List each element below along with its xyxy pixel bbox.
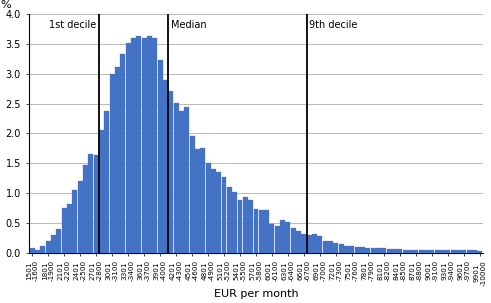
Bar <box>360 247 365 253</box>
Bar <box>253 209 258 253</box>
Bar <box>280 220 285 253</box>
Bar <box>333 243 338 253</box>
Bar <box>67 204 72 253</box>
Bar <box>435 250 439 253</box>
Bar <box>466 250 471 253</box>
Bar <box>35 250 40 253</box>
Bar <box>163 80 168 253</box>
Bar <box>403 250 408 253</box>
Bar <box>211 169 216 253</box>
Bar <box>30 248 35 253</box>
Bar <box>296 231 301 253</box>
Bar <box>174 102 179 253</box>
Bar <box>248 200 253 253</box>
Y-axis label: %: % <box>0 0 11 10</box>
Bar <box>126 43 131 253</box>
Bar <box>216 172 221 253</box>
Bar <box>99 130 104 253</box>
Bar <box>317 236 323 253</box>
Bar <box>200 148 205 253</box>
Bar <box>105 111 109 253</box>
Bar <box>307 235 312 253</box>
Bar <box>238 200 243 253</box>
Bar <box>371 248 376 253</box>
Bar <box>472 250 477 253</box>
Bar <box>72 189 77 253</box>
X-axis label: EUR per month: EUR per month <box>214 289 299 299</box>
Text: 9th decile: 9th decile <box>309 20 357 30</box>
Bar <box>355 247 360 253</box>
Bar <box>83 165 88 253</box>
Bar <box>291 228 296 253</box>
Bar <box>115 67 120 253</box>
Bar <box>419 250 424 253</box>
Text: Median: Median <box>171 20 206 30</box>
Bar <box>413 250 418 253</box>
Bar <box>461 250 466 253</box>
Bar <box>301 234 306 253</box>
Bar <box>275 226 280 253</box>
Bar <box>445 250 450 253</box>
Bar <box>206 163 211 253</box>
Bar <box>78 181 82 253</box>
Bar <box>323 241 327 253</box>
Bar <box>62 208 67 253</box>
Bar <box>94 155 99 253</box>
Bar <box>397 249 402 253</box>
Bar <box>456 250 461 253</box>
Bar <box>88 154 93 253</box>
Bar <box>440 250 445 253</box>
Bar <box>168 91 173 253</box>
Bar <box>40 245 45 253</box>
Bar <box>328 241 333 253</box>
Text: 1st decile: 1st decile <box>49 20 96 30</box>
Bar <box>392 249 397 253</box>
Bar <box>184 107 189 253</box>
Bar <box>424 250 429 253</box>
Bar <box>365 248 370 253</box>
Bar <box>136 36 141 253</box>
Bar <box>46 241 51 253</box>
Bar <box>147 36 152 253</box>
Bar <box>141 38 147 253</box>
Bar <box>312 234 317 253</box>
Bar <box>259 210 264 253</box>
Bar <box>477 251 482 253</box>
Bar <box>339 244 344 253</box>
Bar <box>264 210 269 253</box>
Bar <box>270 224 274 253</box>
Bar <box>382 248 386 253</box>
Bar <box>179 112 184 253</box>
Bar <box>451 250 456 253</box>
Bar <box>243 197 248 253</box>
Bar <box>109 74 114 253</box>
Bar <box>387 249 392 253</box>
Bar <box>227 187 232 253</box>
Bar <box>350 246 355 253</box>
Bar <box>232 192 237 253</box>
Bar <box>152 38 157 253</box>
Bar <box>285 222 290 253</box>
Bar <box>120 54 125 253</box>
Bar <box>190 136 194 253</box>
Bar <box>429 250 434 253</box>
Bar <box>195 149 200 253</box>
Bar <box>408 250 413 253</box>
Bar <box>51 235 56 253</box>
Bar <box>158 60 163 253</box>
Bar <box>221 177 226 253</box>
Bar <box>376 248 381 253</box>
Bar <box>131 38 136 253</box>
Bar <box>344 245 349 253</box>
Bar <box>56 229 61 253</box>
